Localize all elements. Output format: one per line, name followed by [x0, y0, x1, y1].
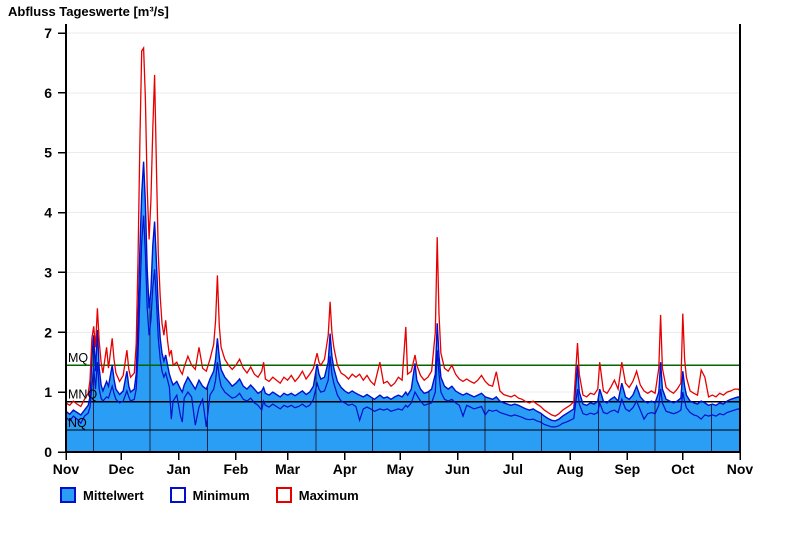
x-tick-label: Sep	[615, 461, 641, 477]
mean-swatch-icon	[60, 487, 76, 503]
legend-item-mittelwert: Mittelwert	[60, 487, 144, 503]
min-line	[65, 215, 741, 428]
x-tick-label: May	[387, 461, 414, 477]
x-tick-label: Nov	[53, 461, 80, 477]
ref-label-nq: NQ	[68, 416, 87, 430]
y-tick-label: 2	[44, 324, 52, 340]
legend-label-maximum: Maximum	[298, 487, 359, 503]
y-tick-label: 1	[44, 384, 52, 400]
x-tick-label: Dec	[109, 461, 135, 477]
x-tick-label: Aug	[556, 461, 583, 477]
min-swatch-icon	[169, 487, 186, 503]
max-swatch-icon	[275, 487, 292, 503]
legend-item-maximum: Maximum	[275, 487, 359, 503]
ref-label-mnq: MNQ	[68, 388, 97, 402]
max-line	[65, 45, 741, 417]
y-tick-label: 7	[44, 25, 52, 41]
y-tick-label: 5	[44, 145, 52, 161]
x-tick-label: Jan	[167, 461, 191, 477]
x-tick-label: Apr	[333, 461, 358, 477]
y-tick-label: 6	[44, 85, 52, 101]
chart-title: Abfluss Tageswerte [m³/s]	[8, 4, 169, 19]
y-tick-label: 0	[44, 444, 52, 460]
legend-item-minimum: Minimum	[169, 487, 250, 503]
mean-line	[65, 161, 741, 422]
x-tick-label: Nov	[727, 461, 754, 477]
x-tick-label: Jun	[445, 461, 470, 477]
legend: Mittelwert Minimum Maximum	[60, 487, 359, 503]
ref-label-mq: MQ	[68, 351, 88, 365]
y-tick-label: 3	[44, 264, 52, 280]
x-tick-label: Mar	[275, 461, 300, 477]
legend-label-mittelwert: Mittelwert	[83, 487, 144, 503]
y-tick-label: 4	[44, 205, 52, 221]
x-tick-label: Feb	[223, 461, 248, 477]
x-tick-label: Oct	[671, 461, 695, 477]
legend-label-minimum: Minimum	[192, 487, 250, 503]
mean-area	[66, 161, 740, 452]
x-tick-label: Jul	[503, 461, 523, 477]
